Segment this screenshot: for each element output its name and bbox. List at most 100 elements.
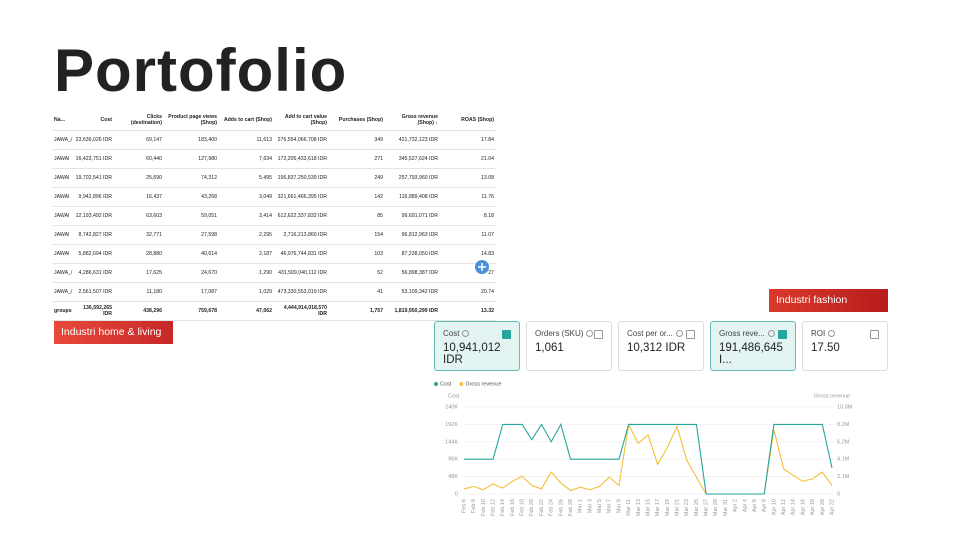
- metric-label-text: Orders (SKU): [535, 329, 584, 338]
- table-cell: 1,029: [219, 282, 274, 302]
- x-tick-label: Mar 19: [665, 499, 671, 516]
- x-tick-label: Apr 14: [791, 499, 797, 515]
- table-cell: 11.07: [440, 225, 496, 245]
- table-cell: 11,613: [219, 130, 274, 150]
- metric-label: ROI: [811, 329, 879, 338]
- info-icon: [586, 330, 594, 338]
- x-tick-label: Feb 8: [471, 499, 477, 513]
- table-cell: 43,268: [164, 187, 219, 207]
- table-cell: 56,898,387 IDR: [385, 263, 440, 283]
- table-cell: 2,561,507 IDR: [72, 282, 114, 302]
- table-cell: 17,625: [114, 263, 164, 283]
- table-cell: JAWAl: [52, 206, 72, 226]
- table-cell: 23,636,026 IDR: [72, 130, 114, 150]
- x-tick-label: Apr 10: [771, 499, 777, 515]
- table-row: groups 136,592,265 IDR 438,296 759,678 47,06…: [52, 301, 496, 321]
- table-row: JAWA_/2,561,507 IDR 11,180 17,087 1,029 473,…: [52, 282, 496, 302]
- table-cell: 13.08: [440, 168, 496, 188]
- checkbox: [594, 330, 603, 339]
- table-cell: 3,049: [219, 187, 274, 207]
- x-tick-label: Mar 15: [645, 499, 651, 516]
- table-cell: 19,702,541 IDR: [72, 168, 114, 188]
- x-tick-label: Feb 24: [549, 499, 555, 516]
- slide-title: Portofolio: [54, 37, 348, 104]
- table-cell: 257,793,960 IDR: [385, 168, 440, 188]
- metric-label: Gross reve...: [719, 329, 787, 338]
- x-tick-label: Apr 16: [800, 499, 806, 515]
- table-cell: 12,193,492 IDR: [72, 206, 114, 226]
- info-icon: [828, 330, 836, 338]
- x-tick-label: Feb 16: [510, 499, 516, 516]
- info-icon: [462, 330, 470, 338]
- x-tick-label: Apr 8: [762, 499, 768, 512]
- table-cell: 473,330,553,019 IDR: [274, 282, 329, 302]
- table-cell: 74,312: [164, 168, 219, 188]
- x-tick-label: Feb 6: [461, 499, 467, 513]
- x-tick-label: Apr 6: [752, 499, 758, 512]
- x-tick-label: Mar 27: [704, 499, 710, 516]
- table-cell: 16,423,751 IDR: [72, 149, 114, 169]
- table-cell: JAWAl: [52, 149, 72, 169]
- table-cell: 271: [329, 149, 385, 169]
- table-cell: 9,942,896 IDR: [72, 187, 114, 207]
- data-table: Na... Cost Clicks (destination) Product pag…: [52, 110, 496, 321]
- y2-tick-label: 10.3M: [837, 404, 853, 410]
- table-cell: 183,400: [164, 130, 219, 150]
- x-tick-label: Feb 10: [481, 499, 487, 516]
- table-row: JAWAl 9,942,896 IDR 16,437 43,268 3,049 321,6…: [52, 187, 496, 207]
- metric-label-text: Cost: [443, 329, 460, 338]
- metric-value: 10,312 IDR: [627, 342, 686, 354]
- table-cell: 8.18: [440, 206, 496, 226]
- table-row: JAWAl 5,882,694 IDR 28,880 40,614 2,187 46,07…: [52, 244, 496, 264]
- metric-card: ROI 17.50: [802, 321, 888, 371]
- legend-swatch: [459, 382, 464, 386]
- table-cell: 11.76: [440, 187, 496, 207]
- x-tick-label: Feb 28: [568, 499, 574, 516]
- info-icon: [675, 330, 683, 338]
- metric-card: Cost 10,941,012 IDR: [434, 321, 520, 371]
- y-tick-label: 240K: [445, 404, 458, 410]
- y2-axis-label: Gross revenue: [814, 393, 850, 399]
- x-tick-label: Mar 21: [675, 499, 681, 516]
- metric-label: Orders (SKU): [535, 329, 603, 338]
- x-tick-label: Mar 9: [616, 499, 622, 513]
- checkbox: [870, 330, 879, 339]
- column-header: Na...: [52, 110, 72, 131]
- table-cell: JAWAl: [52, 187, 72, 207]
- x-tick-label: Apr 4: [742, 499, 748, 512]
- x-tick-label: Mar 17: [655, 499, 661, 516]
- column-header: Add to cart value (Shop): [274, 110, 329, 131]
- legend-label: Cost: [440, 381, 452, 387]
- table-cell: groups: [52, 301, 72, 321]
- table-row: JAWA_/23,636,026 IDR 69,147 183,400 11,613 2…: [52, 130, 496, 150]
- table-cell: 16,437: [114, 187, 164, 207]
- table-row: Na... Cost Clicks (destination) Product pag…: [52, 110, 496, 131]
- table-cell: 4,286,631 IDR: [72, 263, 114, 283]
- table-cell: 2,295: [219, 225, 274, 245]
- y-tick-label: 192K: [445, 422, 458, 428]
- table-cell: JAWA_/: [52, 282, 72, 302]
- table-cell: 438,296: [114, 301, 164, 321]
- table-row: JAWAl 16,423,751 IDR 60,440 127,980 7,634 172…: [52, 149, 496, 169]
- x-tick-label: Apr 12: [781, 499, 787, 515]
- table-cell: 46,076,744,831 IDR: [274, 244, 329, 264]
- table-cell: 103: [329, 244, 385, 264]
- x-tick-label: Apr 2: [733, 499, 739, 512]
- x-tick-label: Feb 14: [500, 499, 506, 516]
- metric-card: Orders (SKU) 1,061: [526, 321, 612, 371]
- legend-label: Gross revenue: [465, 381, 501, 387]
- table-cell: 59,051: [164, 206, 219, 226]
- table-cell: 4,444,914,018,570 IDR: [274, 301, 329, 321]
- x-tick-label: Mar 5: [597, 499, 603, 513]
- table-cell: JAWAl: [52, 168, 72, 188]
- table-cell: 32,771: [114, 225, 164, 245]
- table-cell: 612,622,337,832 IDR: [274, 206, 329, 226]
- y2-tick-label: 8.2M: [837, 422, 850, 428]
- table-cell: 759,678: [164, 301, 219, 321]
- table-cell: 41: [329, 282, 385, 302]
- table-cell: 69,147: [114, 130, 164, 150]
- metric-label: Cost per or...: [627, 329, 695, 338]
- table-cell: 1,819,950,299 IDR: [385, 301, 440, 321]
- table-cell: 276,554,066,708 IDR: [274, 130, 329, 150]
- table-cell: 85: [329, 206, 385, 226]
